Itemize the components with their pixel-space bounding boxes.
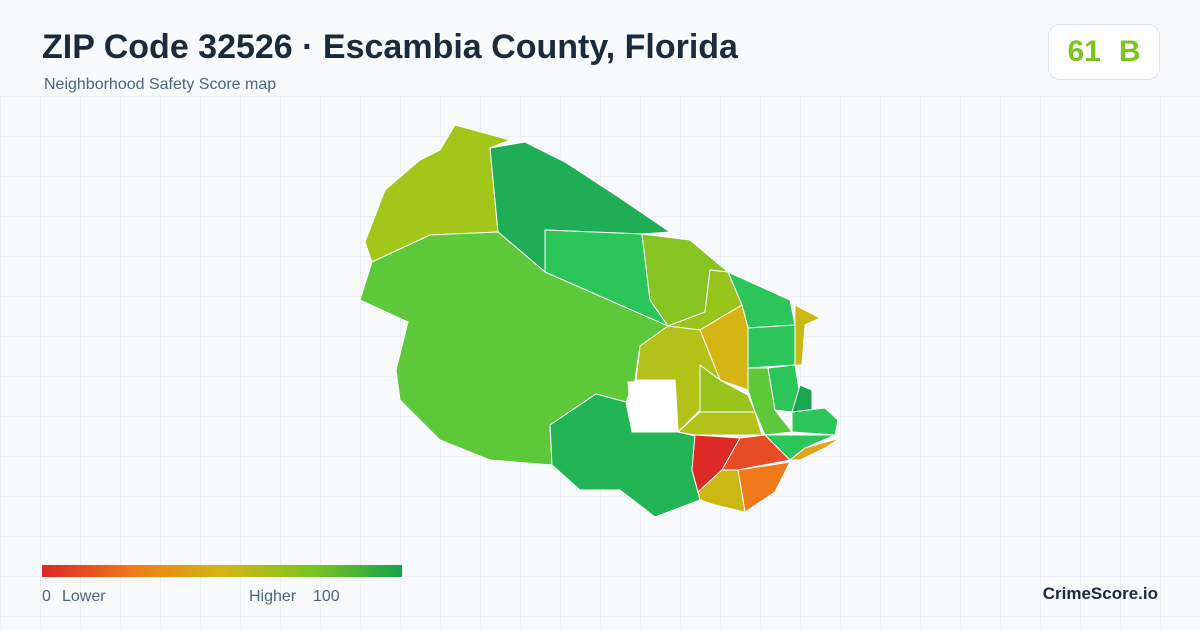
area — [697, 469, 746, 513]
zip-areas — [359, 124, 841, 518]
title: ZIP Code 32526 · Escambia County, Florid… — [42, 28, 738, 66]
legend-min: 0 — [42, 588, 51, 605]
area — [791, 407, 839, 436]
legend-max: 100 — [313, 588, 340, 605]
area — [627, 379, 679, 433]
grade: B — [1118, 35, 1141, 68]
legend-bar — [42, 565, 402, 577]
subtitle: Neighborhood Safety Score map — [44, 76, 277, 93]
score: 61 — [1067, 35, 1101, 68]
area — [676, 411, 763, 436]
area — [747, 324, 796, 369]
area — [788, 437, 841, 461]
legend-min-label: Lower — [62, 588, 106, 605]
area — [699, 364, 756, 413]
area — [721, 434, 792, 471]
score-badge: 61 B — [1048, 24, 1160, 80]
legend-max-label: Higher — [249, 588, 297, 605]
brand: CrimeScore.io — [1042, 584, 1158, 603]
